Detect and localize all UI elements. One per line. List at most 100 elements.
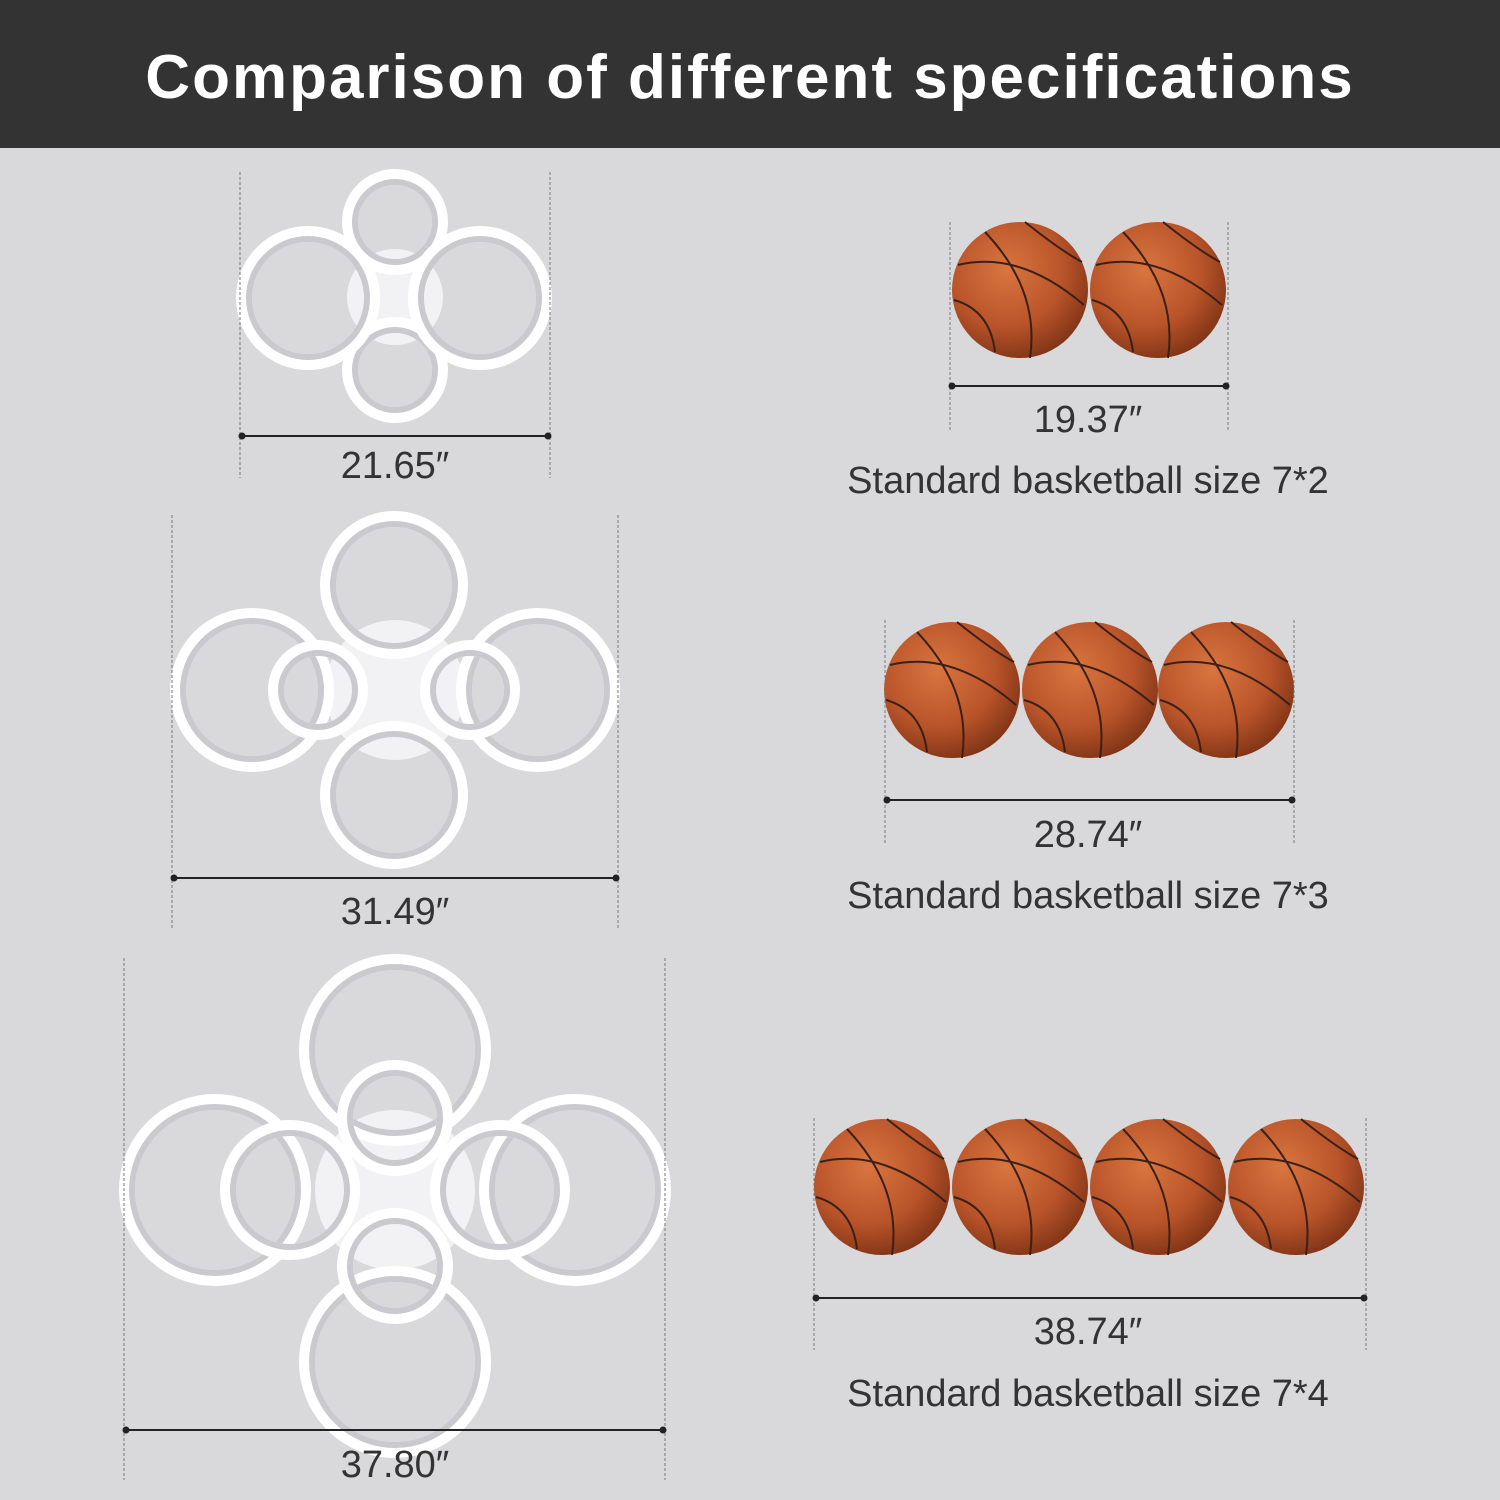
lamp-ring	[220, 1120, 360, 1260]
lamp-ring	[170, 608, 334, 772]
basketball-seam	[819, 1157, 947, 1203]
dimension-end	[612, 874, 620, 882]
lamp-ring	[342, 317, 448, 423]
dimension-end	[948, 382, 956, 390]
dimension-end	[1288, 796, 1296, 804]
basketball-caption: Standard basketball size 7*3	[847, 875, 1329, 917]
basketball-seam	[1023, 699, 1066, 753]
dimension-label: 38.74″	[1034, 1311, 1143, 1353]
lamp-ring-inner	[180, 618, 324, 762]
dimension-end	[122, 1426, 130, 1434]
lamp-ring-inner	[278, 650, 358, 730]
basketball-seam	[889, 660, 1017, 706]
lamp-ring-inner	[230, 1130, 350, 1250]
basketball	[1090, 1119, 1226, 1255]
lamp-ring-inner	[466, 618, 610, 762]
lamp-ring-inner	[347, 1218, 443, 1314]
lamp-ring-inner	[489, 1104, 661, 1276]
lamp-ring-inner	[352, 179, 438, 265]
basketball-seam	[1091, 1196, 1134, 1250]
lamp-ring-inner	[330, 731, 458, 859]
lamp-ring-inner	[347, 1070, 443, 1166]
title: Comparison of different specifications	[145, 43, 1354, 112]
basketball-seam	[957, 260, 1085, 306]
basketball	[1090, 222, 1226, 358]
basketball	[1022, 622, 1158, 758]
lamp-ring-inner	[129, 1104, 301, 1276]
basketball-seam	[1024, 221, 1083, 263]
basketball-seam	[1162, 221, 1221, 263]
basketball-seam	[1233, 1157, 1361, 1203]
basketball-seam	[1054, 631, 1103, 759]
lamp-ring	[342, 169, 448, 275]
dimension-label: 19.37″	[1034, 399, 1143, 441]
lamp-ring	[479, 1094, 671, 1286]
lamp-ring	[430, 1120, 570, 1260]
basketball	[884, 622, 1020, 758]
dimension-end	[544, 432, 552, 440]
basketball-seam	[886, 1118, 945, 1160]
lamp-ring-inner	[246, 236, 370, 360]
lamp-ring	[320, 511, 468, 659]
dimension-end	[883, 796, 891, 804]
basketball-seam	[1260, 1128, 1309, 1256]
basketball-seam	[1091, 299, 1134, 353]
basketball-seam	[846, 1128, 895, 1256]
lamp-ring-inner	[309, 1276, 481, 1448]
lamp-hub	[325, 620, 465, 760]
basketball-seam	[1163, 660, 1291, 706]
basketball	[952, 222, 1088, 358]
lamp-ring	[236, 226, 380, 370]
dimension-label: 31.49″	[341, 891, 450, 933]
dimension-end	[1360, 1294, 1368, 1302]
lamp-ring	[299, 1266, 491, 1458]
lamp-ring-inner	[309, 964, 481, 1136]
lamp-ring-inner	[418, 236, 542, 360]
basketball-seam	[1024, 1118, 1083, 1160]
basketball-seam	[1229, 1196, 1272, 1250]
basketball	[1158, 622, 1294, 758]
basketball-seam	[885, 699, 928, 753]
basketball-seam	[1095, 260, 1223, 306]
basketball-seam	[1300, 1118, 1359, 1160]
basketball-seam	[984, 231, 1033, 359]
basketball-seam	[953, 1196, 996, 1250]
dimension-end	[659, 1426, 667, 1434]
basketball-seam	[916, 631, 965, 759]
basketball-seam	[953, 299, 996, 353]
lamp-ring	[456, 608, 620, 772]
dimension-label: 28.74″	[1034, 814, 1143, 856]
basketball-seam	[956, 621, 1015, 663]
dimension-label: 21.65″	[341, 445, 450, 487]
basketball-seam	[1027, 660, 1155, 706]
basketball-seam	[1122, 231, 1171, 359]
basketball-seam	[957, 1157, 1085, 1203]
basketball	[952, 1119, 1088, 1255]
basketball-seam	[815, 1196, 858, 1250]
basketball-seam	[1159, 699, 1202, 753]
lamp-ring	[408, 226, 552, 370]
lamp-ring	[420, 640, 520, 740]
lamp-ring	[320, 721, 468, 869]
basketball-seam	[1094, 621, 1153, 663]
lamp-ring	[119, 1094, 311, 1286]
dimension-end	[170, 874, 178, 882]
lamp-ring	[337, 1208, 453, 1324]
lamp-ring-inner	[430, 650, 510, 730]
dimension-end	[1222, 382, 1230, 390]
basketball-seam	[1095, 1157, 1223, 1203]
dimension-label: 37.80″	[341, 1444, 450, 1486]
lamp-ring	[299, 954, 491, 1146]
dimension-end	[812, 1294, 820, 1302]
dimension-end	[238, 432, 246, 440]
basketball-seam	[1190, 631, 1239, 759]
basketball-seam	[1122, 1128, 1171, 1256]
basketball-seam	[984, 1128, 1033, 1256]
artwork: 21.65″ 31.49″ 37.80″ 19.37″ Standard basketb…	[119, 169, 1368, 1486]
lamp-ring-inner	[440, 1130, 560, 1250]
basketball	[1228, 1119, 1364, 1255]
basketball-caption: Standard basketball size 7*2	[847, 460, 1329, 502]
lamp-ring-inner	[330, 521, 458, 649]
lamp-ring	[337, 1060, 453, 1176]
